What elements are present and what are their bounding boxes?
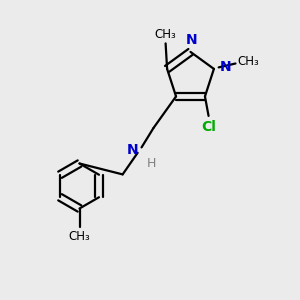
Text: Cl: Cl (202, 120, 217, 134)
Text: H: H (147, 157, 156, 170)
Text: CH₃: CH₃ (155, 28, 176, 41)
Text: N: N (127, 143, 139, 157)
Text: CH₃: CH₃ (237, 56, 259, 68)
Text: N: N (219, 60, 231, 74)
Text: N: N (186, 32, 198, 46)
Text: CH₃: CH₃ (69, 230, 90, 242)
